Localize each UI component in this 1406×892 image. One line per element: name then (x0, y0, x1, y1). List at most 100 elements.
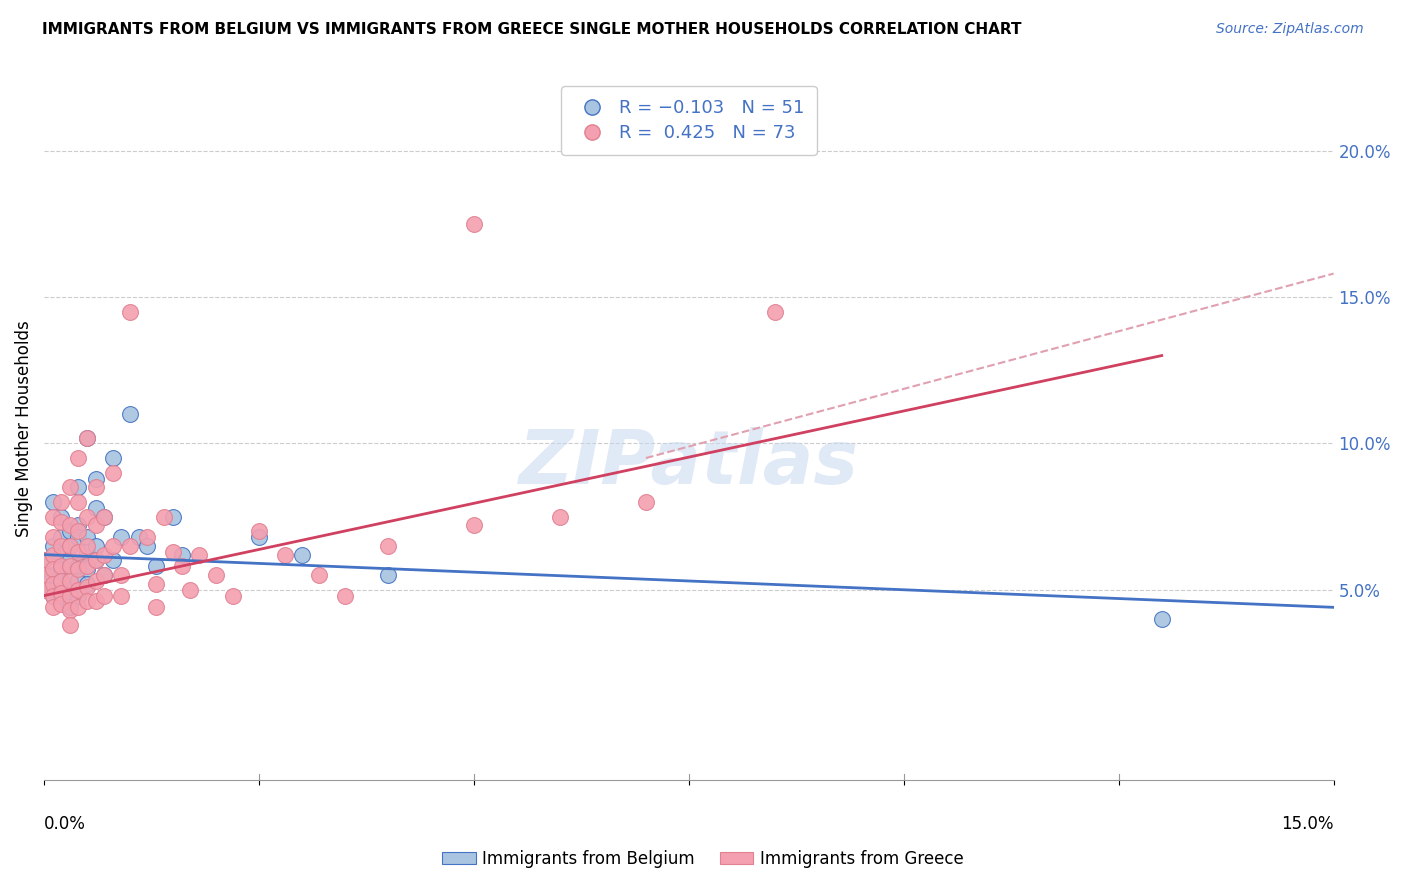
Point (59, 553, 82, 567)
Point (170, 559, 193, 574)
Point (93, 589, 115, 603)
Point (93, 568, 115, 582)
Point (67, 530, 90, 544)
Point (32, 568, 55, 582)
Point (59, 589, 82, 603)
Point (162, 509, 184, 524)
Point (110, 568, 132, 582)
Point (67, 524, 90, 539)
Point (32, 568, 55, 582)
Point (110, 589, 132, 603)
Point (162, 545, 184, 559)
Point (59, 539, 82, 553)
Point (67, 495, 90, 509)
Point (76, 530, 98, 544)
Point (59, 524, 82, 539)
Point (76, 539, 98, 553)
Point (51, 559, 73, 574)
Point (67, 518, 90, 533)
Point (51, 548, 73, 562)
Point (76, 580, 98, 594)
Point (84, 500, 107, 515)
Point (51, 598, 73, 612)
Point (41, 582, 63, 597)
Point (76, 431, 98, 445)
Point (120, 304, 142, 318)
Point (67, 559, 90, 574)
Y-axis label: Single Mother Households: Single Mother Households (15, 320, 32, 537)
Point (32, 553, 55, 567)
Point (136, 530, 159, 544)
Point (59, 574, 82, 588)
Point (59, 582, 82, 597)
Point (51, 574, 73, 588)
Point (51, 562, 73, 576)
Point (222, 589, 245, 603)
Point (51, 495, 73, 509)
Text: IMMIGRANTS FROM BELGIUM VS IMMIGRANTS FROM GREECE SINGLE MOTHER HOUSEHOLDS CORRE: IMMIGRANTS FROM BELGIUM VS IMMIGRANTS FR… (42, 22, 1022, 37)
Point (76, 594, 98, 608)
Point (51, 582, 73, 597)
Point (76, 577, 98, 591)
Legend: Immigrants from Belgium, Immigrants from Greece: Immigrants from Belgium, Immigrants from… (436, 844, 970, 875)
Text: 15.0%: 15.0% (1281, 815, 1334, 833)
Point (84, 539, 107, 553)
Point (59, 539, 82, 553)
Point (170, 548, 193, 562)
Point (76, 431, 98, 445)
Point (41, 577, 63, 591)
Point (84, 471, 107, 485)
Point (76, 509, 98, 524)
Point (93, 509, 115, 524)
Point (84, 518, 107, 533)
Point (120, 539, 142, 553)
Point (67, 574, 90, 588)
Point (76, 562, 98, 576)
Point (32, 582, 55, 597)
Point (128, 530, 150, 544)
Point (179, 582, 201, 597)
Point (59, 559, 82, 574)
Point (110, 530, 132, 544)
Point (59, 600, 82, 615)
Point (84, 594, 107, 608)
Point (67, 480, 90, 494)
Point (41, 495, 63, 509)
Point (67, 545, 90, 559)
Point (274, 548, 297, 562)
Point (51, 589, 73, 603)
Text: ZIPatlas: ZIPatlas (519, 427, 859, 500)
Point (41, 562, 63, 576)
Point (41, 589, 63, 603)
Point (634, 495, 657, 509)
Point (1150, 612, 1173, 626)
Point (41, 589, 63, 603)
Point (59, 518, 82, 533)
Point (67, 582, 90, 597)
Point (84, 553, 107, 567)
Point (51, 574, 73, 588)
Legend: R = −0.103   N = 51, R =  0.425   N = 73: R = −0.103 N = 51, R = 0.425 N = 73 (561, 87, 817, 155)
Point (84, 553, 107, 567)
Point (120, 407, 142, 421)
Text: 0.0%: 0.0% (44, 815, 86, 833)
Point (51, 516, 73, 530)
Point (76, 559, 98, 574)
Point (93, 548, 115, 562)
Point (51, 509, 73, 524)
Point (59, 603, 82, 617)
Point (41, 548, 63, 562)
Point (153, 509, 176, 524)
Point (59, 591, 82, 606)
Point (67, 600, 90, 615)
Point (41, 600, 63, 615)
Point (145, 559, 167, 574)
Point (101, 539, 124, 553)
Point (291, 548, 314, 562)
Point (67, 589, 90, 603)
Text: Source: ZipAtlas.com: Source: ZipAtlas.com (1216, 22, 1364, 37)
Point (59, 480, 82, 494)
Point (59, 618, 82, 632)
Point (101, 553, 124, 567)
Point (463, 217, 485, 231)
